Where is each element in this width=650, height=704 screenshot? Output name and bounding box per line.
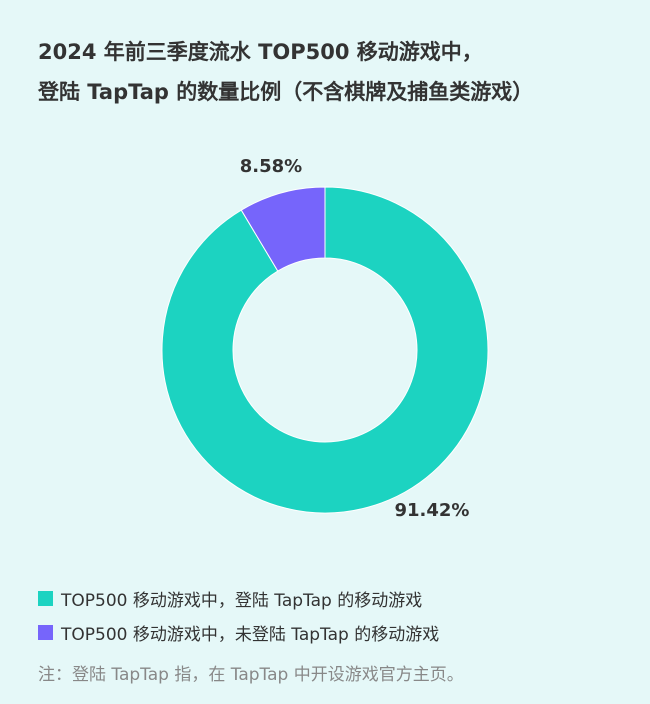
slice-label-0: 91.42% (395, 500, 470, 521)
legend-swatch-teal (38, 591, 53, 606)
legend-item-logged: TOP500 移动游戏中，登陆 TapTap 的移动游戏 (38, 586, 422, 611)
legend-swatch-purple (38, 625, 53, 640)
slice-label-1: 8.58% (240, 156, 302, 177)
legend-label: TOP500 移动游戏中，登陆 TapTap 的移动游戏 (61, 591, 423, 611)
legend-item-not-logged: TOP500 移动游戏中，未登陆 TapTap 的移动游戏 (38, 620, 439, 645)
donut-slice-0 (161, 186, 489, 514)
chart-title-line1: 2024 年前三季度流水 TOP500 移动游戏中， (38, 40, 483, 64)
donut-slice-1 (240, 186, 326, 272)
footnote: 注：登陆 TapTap 指，在 TapTap 中开设游戏官方主页。 (38, 665, 464, 685)
chart-title-line2: 登陆 TapTap 的数量比例（不含棋牌及捕鱼类游戏） (38, 80, 534, 104)
legend-label: TOP500 移动游戏中，未登陆 TapTap 的移动游戏 (61, 625, 440, 645)
